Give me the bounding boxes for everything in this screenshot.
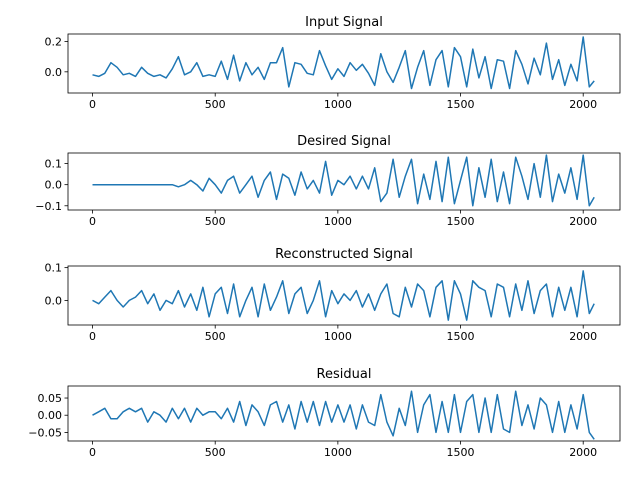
x-tick-label: 1500 [447, 215, 475, 228]
x-tick-label: 1000 [324, 446, 352, 459]
y-tick-label: 0.05 [38, 392, 63, 405]
x-tick-label: 1500 [447, 98, 475, 111]
y-tick-label: 0.1 [45, 262, 63, 275]
subplot-3: Reconstructed Signal 0 500 1000 1500 2000 0.0 0… [45, 247, 621, 343]
x-tick-label: 0 [89, 330, 96, 343]
x-tick-label: 500 [205, 98, 226, 111]
x-tick-label: 0 [89, 446, 96, 459]
axes-frame [67, 33, 621, 94]
y-tick-label: 0.00 [38, 409, 63, 422]
x-tick-label: 1500 [447, 330, 475, 343]
y-tick-label: −0.05 [28, 426, 62, 439]
x-tick-label: 1000 [324, 215, 352, 228]
axes-frame [67, 265, 621, 326]
series-line-1 [92, 390, 595, 440]
x-tick-label: 1500 [447, 446, 475, 459]
series-line-1 [92, 154, 595, 207]
series-line-1 [92, 36, 595, 90]
y-tick-label: 0.1 [45, 158, 63, 171]
x-tick-label: 500 [205, 446, 226, 459]
x-tick-label: 1000 [324, 330, 352, 343]
chart-title: Reconstructed Signal [275, 247, 413, 262]
chart-title: Input Signal [305, 15, 383, 30]
y-tick-label: 0.0 [45, 294, 63, 307]
chart-title: Residual [317, 367, 372, 382]
subplot-2: Desired Signal 0 500 1000 1500 2000 −0.1 0.0 0.1 [35, 134, 621, 228]
subplot-4: Residual 0 500 1000 1500 2000 −0.05 0.00 0.05 [28, 367, 621, 459]
axes-frame [67, 385, 621, 442]
x-tick-label: 0 [89, 98, 96, 111]
subplot-1: Input Signal 0 500 1000 1500 2000 0.0 0.2 [45, 15, 621, 111]
x-tick-label: 1000 [324, 98, 352, 111]
x-tick-label: 500 [205, 215, 226, 228]
x-tick-label: 2000 [569, 98, 597, 111]
x-tick-label: 2000 [569, 215, 597, 228]
chart-title: Desired Signal [297, 134, 391, 149]
axes-frame [67, 152, 621, 211]
x-tick-label: 500 [205, 330, 226, 343]
y-tick-label: 0.0 [45, 179, 63, 192]
series-line-1 [92, 270, 595, 321]
y-tick-label: −0.1 [35, 200, 62, 213]
x-tick-label: 0 [89, 215, 96, 228]
x-tick-label: 2000 [569, 330, 597, 343]
y-tick-label: 0.2 [45, 36, 63, 49]
y-tick-label: 0.0 [45, 66, 63, 79]
x-tick-label: 2000 [569, 446, 597, 459]
